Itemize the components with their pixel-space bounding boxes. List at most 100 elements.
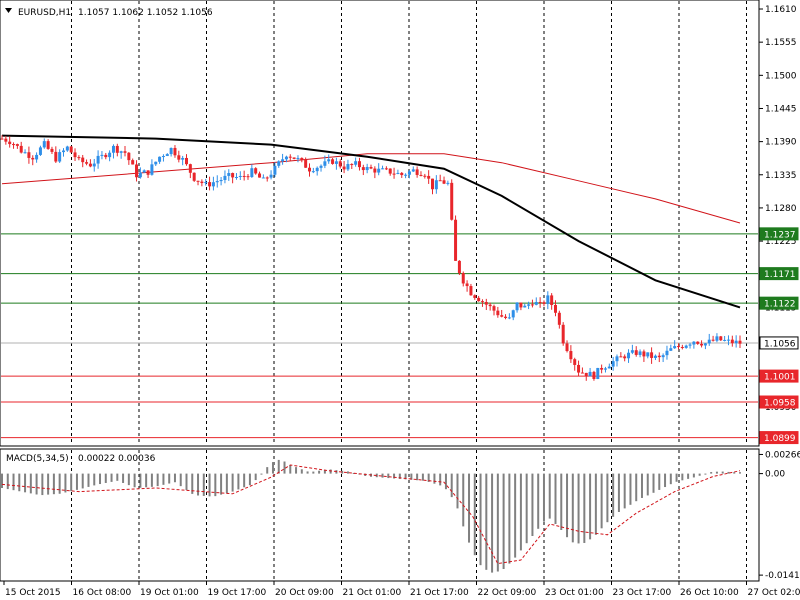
- candle-body: [258, 173, 262, 178]
- x-tick-label: 16 Oct 08:00: [73, 588, 132, 598]
- candle-body: [365, 166, 369, 171]
- candle-body: [250, 168, 254, 178]
- slow-moving-average: [1, 153, 741, 224]
- candle-body: [680, 346, 684, 348]
- candle-body: [607, 366, 611, 369]
- candle-body: [111, 145, 115, 153]
- level-badge: [759, 336, 799, 350]
- macd-bar: [537, 473, 540, 529]
- macd-bar: [468, 473, 471, 543]
- x-tick-label: 26 Oct 10:00: [680, 588, 739, 598]
- macd-bar: [542, 473, 545, 522]
- candle-body: [0, 138, 4, 140]
- candle-body: [284, 156, 288, 160]
- candle-body: [384, 168, 388, 170]
- candle-body: [484, 301, 488, 305]
- macd-bar: [410, 473, 413, 480]
- macd-bar: [421, 473, 424, 481]
- macd-bar: [168, 473, 171, 484]
- macd-bar: [398, 473, 401, 479]
- level-badge-label: 1.1122: [764, 300, 796, 310]
- y-tick-label: 1.1280: [765, 204, 797, 214]
- macd-bar: [629, 473, 632, 505]
- candle-body: [231, 173, 235, 178]
- candle-body: [457, 260, 461, 274]
- macd-bar: [329, 469, 332, 474]
- candle-body: [411, 169, 415, 172]
- macd-bar: [1, 473, 3, 488]
- candle-body: [454, 219, 458, 261]
- candle-body: [108, 152, 112, 158]
- candle-body: [500, 315, 504, 317]
- candle-body: [684, 345, 688, 348]
- level-badge-label: 1.0958: [764, 399, 796, 409]
- x-tick-label: 22 Oct 09:00: [478, 588, 537, 598]
- dropdown-triangle-icon[interactable]: [5, 8, 12, 13]
- macd-axis: 0.00266 0.00 -0.0141: [759, 450, 800, 581]
- macd-bar: [116, 473, 119, 481]
- macd-bar: [508, 473, 511, 564]
- candle-body: [69, 146, 73, 153]
- candle-body: [150, 164, 154, 175]
- macd-bar: [715, 471, 718, 474]
- macd-bar: [237, 473, 240, 490]
- candle-body: [354, 161, 358, 165]
- macd-bar: [583, 473, 586, 543]
- candle-body: [669, 348, 673, 351]
- macd-bar: [623, 473, 626, 509]
- candle-body: [165, 154, 169, 157]
- level-badge: [759, 431, 799, 445]
- macd-bar: [29, 473, 32, 494]
- y-tick-label: 1.1500: [765, 71, 797, 81]
- candle-body: [158, 156, 162, 162]
- macd-bar: [346, 471, 349, 474]
- macd-bar: [664, 473, 667, 488]
- macd-bar: [191, 473, 194, 494]
- candle-body: [8, 141, 12, 145]
- candle-body: [131, 160, 135, 165]
- level-badge-label: 1.1237: [764, 230, 796, 240]
- macd-bar: [519, 473, 522, 551]
- candle-body: [496, 310, 500, 316]
- candle-body: [657, 355, 661, 358]
- candle-body: [623, 356, 627, 359]
- candle-body: [431, 178, 434, 190]
- macd-bar: [462, 473, 465, 527]
- time-axis: 15 Oct 2015 16 Oct 08:00 19 Oct 01:00 19 Oc…: [3, 581, 800, 598]
- candle-body: [465, 283, 469, 287]
- candle-body: [223, 175, 227, 181]
- candle-body: [311, 171, 315, 173]
- candle-body: [480, 301, 484, 303]
- macd-bar: [698, 473, 701, 476]
- candle-body: [269, 174, 273, 178]
- macd-bar: [577, 473, 580, 544]
- macd-bar: [594, 473, 597, 535]
- candle-body: [550, 295, 554, 305]
- candle-body: [123, 151, 127, 153]
- candle-body: [142, 170, 146, 173]
- candle-body: [696, 341, 700, 344]
- candle-body: [361, 167, 365, 171]
- candle-body: [692, 341, 696, 345]
- macd-bar: [531, 473, 534, 536]
- candle-body: [246, 176, 250, 178]
- macd-bar: [289, 464, 292, 474]
- y-tick-label: 1.1610: [765, 5, 797, 15]
- candle-body: [173, 147, 177, 156]
- macd-bar: [612, 473, 615, 517]
- candle-body: [600, 367, 604, 370]
- candle-body: [58, 152, 62, 162]
- candle-body: [161, 156, 165, 158]
- candle-body: [4, 138, 8, 142]
- macd-bar: [387, 473, 390, 479]
- level-badge: [759, 267, 799, 281]
- macd-bar: [733, 472, 736, 474]
- candle-body: [19, 145, 23, 153]
- candle-body: [446, 182, 450, 184]
- symbol-label: EURUSD,H1: [18, 8, 71, 18]
- candle-body: [346, 164, 350, 170]
- macd-bar: [525, 473, 528, 544]
- candle-body: [711, 339, 715, 341]
- candle-body: [396, 172, 400, 174]
- macd-bar: [675, 473, 678, 482]
